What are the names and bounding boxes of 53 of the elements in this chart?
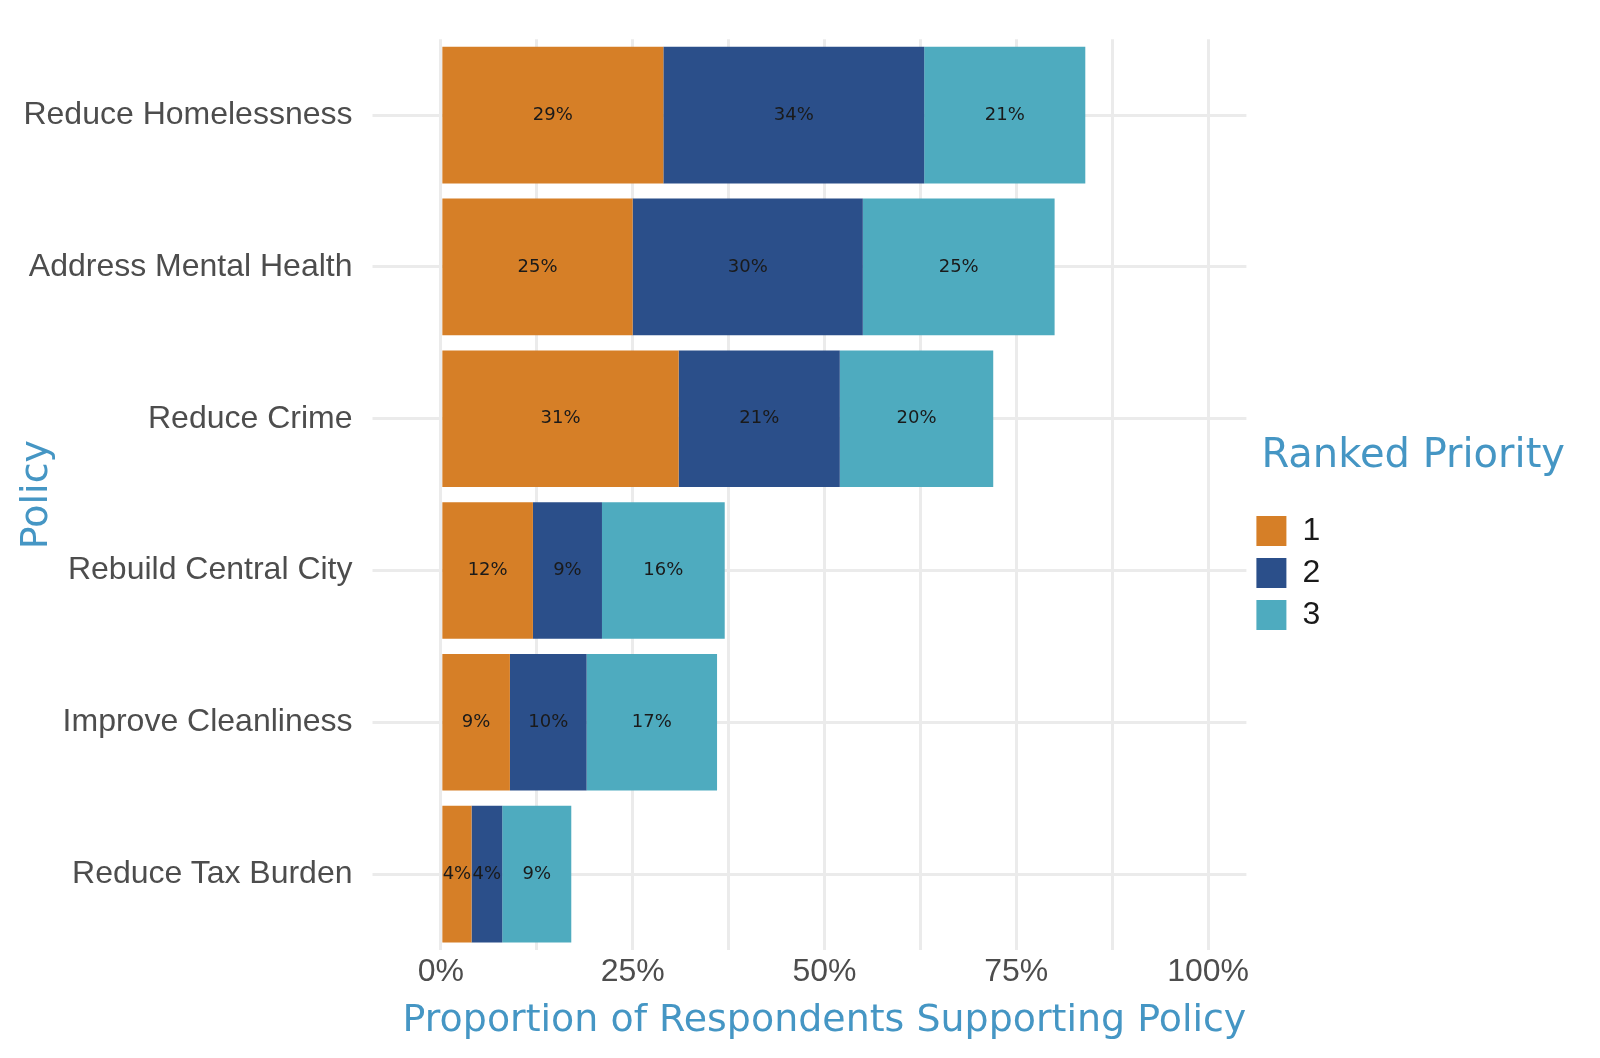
y-tick-label: Rebuild Central City: [67, 550, 353, 587]
y-tick-label: Reduce Homelessness: [23, 94, 353, 131]
x-tick-label: 0%: [417, 952, 464, 989]
data-label: 10%: [528, 709, 569, 731]
bar: [442, 46, 664, 184]
legend-label: 3: [1302, 594, 1321, 631]
bar: [532, 502, 602, 639]
bar: [442, 805, 472, 943]
data-label: 21%: [739, 406, 780, 428]
y-tick-label: Reduce Tax Burden: [72, 853, 353, 890]
y-tick-label: Reduce Crime: [147, 398, 353, 435]
data-label: 34%: [773, 102, 814, 124]
data-label: 30%: [727, 254, 768, 276]
data-label: 9%: [553, 558, 582, 580]
bar: [502, 805, 572, 943]
x-tick-label: 25%: [600, 952, 665, 989]
y-tick-label: Address Mental Health: [28, 246, 353, 283]
bar: [442, 653, 510, 791]
bar: [442, 198, 633, 336]
data-label: 4%: [442, 861, 472, 883]
y-axis-title: Policy: [11, 439, 56, 550]
data-label: 25%: [938, 254, 979, 276]
bar: [678, 350, 840, 488]
legend-label: 1: [1302, 510, 1321, 547]
x-tick-label: 75%: [984, 952, 1049, 989]
data-label: 9%: [522, 861, 552, 883]
bar: [924, 46, 1086, 184]
data-label: 31%: [540, 406, 581, 428]
y-tick-label: Improve Cleanliness: [62, 702, 353, 739]
bar: [601, 502, 725, 639]
x-tick-label: 50%: [792, 952, 857, 989]
bar: [839, 350, 994, 488]
x-tick-label: 100%: [1167, 952, 1249, 989]
bar: [632, 198, 863, 336]
legend-label: 2: [1302, 552, 1321, 589]
data-label: 29%: [532, 102, 573, 124]
data-label: 12%: [467, 558, 508, 580]
data-label: 20%: [896, 406, 937, 428]
data-label: 4%: [472, 861, 502, 883]
bar: [862, 198, 1055, 336]
data-label: 21%: [984, 102, 1025, 124]
data-label: 17%: [631, 709, 672, 731]
bar: [442, 502, 533, 639]
bar: [586, 653, 718, 791]
data-label: 25%: [517, 254, 558, 276]
bar: [663, 46, 925, 184]
bar: [442, 350, 679, 488]
data-label: 16%: [643, 558, 684, 580]
bar: [471, 805, 503, 943]
bar: [509, 653, 587, 791]
legend-title: Ranked Priority: [1261, 430, 1565, 477]
data-label: 9%: [461, 709, 491, 731]
x-axis-title: Proportion of Respondents Supporting Policy: [402, 996, 1247, 1041]
